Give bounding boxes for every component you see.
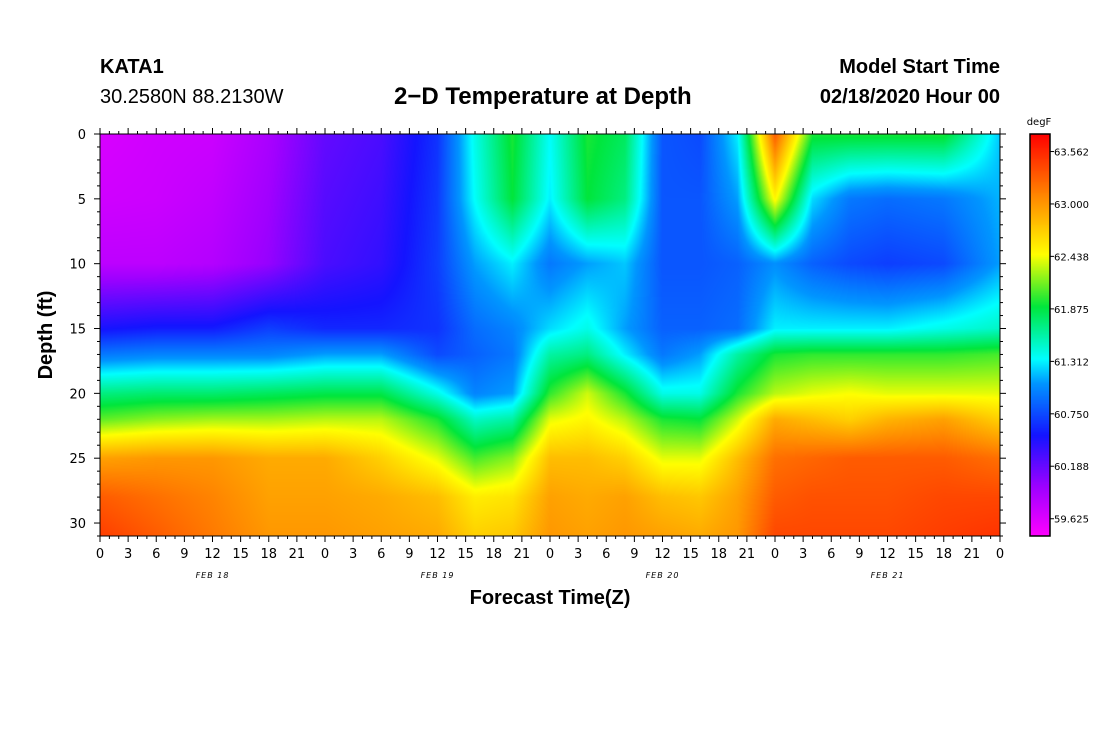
y-tick-label: 15 — [69, 323, 86, 338]
x-tick-label: 21 — [964, 547, 981, 562]
y-tick-label: 10 — [69, 258, 86, 273]
x-tick-label: 18 — [935, 547, 952, 562]
colorbar-label: 60.188 — [1054, 462, 1089, 473]
station-id: KATA1 — [100, 56, 164, 78]
x-tick-label: 12 — [654, 547, 671, 562]
x-axis-ticks: 0 3 6 9 12 15 18 21 0 3 6 9 12 15 18 21 0 3 6 9 12 15 18 21 0 3 6 9… — [96, 128, 1004, 562]
day-labels: FEB 18 FEB 19 FEB 20 FEB 21 — [196, 571, 905, 580]
x-tick-label: 3 — [574, 547, 582, 562]
x-tick-label: 12 — [204, 547, 221, 562]
y-tick-label: 0 — [78, 128, 86, 143]
x-tick-label: 0 — [546, 547, 554, 562]
x-tick-label: 6 — [827, 547, 835, 562]
x-tick-label: 15 — [907, 547, 924, 562]
x-tick-label: 3 — [349, 547, 357, 562]
x-tick-label: 18 — [710, 547, 727, 562]
y-tick-label: 5 — [78, 193, 86, 208]
heatmap-canvas — [100, 134, 1000, 536]
x-tick-label: 15 — [232, 547, 249, 562]
day-label: FEB 20 — [646, 571, 680, 580]
y-axis-title: Depth (ft) — [35, 291, 57, 380]
model-start-value: 02/18/2020 Hour 00 — [819, 86, 1000, 108]
colorbar-label: 61.875 — [1054, 305, 1089, 316]
colorbar-label: 61.312 — [1054, 357, 1089, 368]
colorbar-label: 60.750 — [1054, 410, 1089, 421]
colorbar-label: 62.438 — [1054, 252, 1089, 263]
colorbar-labels: 63.562 63.000 62.438 61.875 61.312 60.750 60.1… — [1050, 148, 1089, 526]
x-tick-label: 21 — [514, 547, 531, 562]
heatmap-plot-area — [100, 134, 1000, 536]
y-tick-label: 30 — [69, 517, 86, 532]
x-tick-label: 6 — [602, 547, 610, 562]
day-label: FEB 18 — [196, 571, 230, 580]
x-tick-label: 6 — [152, 547, 160, 562]
x-axis-title: Forecast Time(Z) — [470, 587, 631, 609]
x-tick-label: 15 — [682, 547, 699, 562]
x-tick-label: 9 — [180, 547, 188, 562]
y-axis-ticks: 0 5 10 15 20 25 30 — [69, 128, 1006, 537]
x-tick-label: 9 — [405, 547, 413, 562]
day-label: FEB 19 — [421, 571, 455, 580]
x-tick-label: 0 — [96, 547, 104, 562]
x-tick-label: 6 — [377, 547, 385, 562]
colorbar-unit: degF — [1027, 117, 1052, 128]
x-tick-label: 3 — [799, 547, 807, 562]
x-tick-label: 9 — [630, 547, 638, 562]
colorbar — [1030, 134, 1050, 536]
chart-title: 2−D Temperature at Depth — [394, 83, 692, 110]
colorbar-frame — [1029, 133, 1051, 537]
x-tick-label: 9 — [855, 547, 863, 562]
y-tick-label: 25 — [69, 452, 86, 467]
colorbar-label: 63.000 — [1054, 200, 1089, 211]
colorbar-label: 63.562 — [1054, 148, 1089, 159]
x-tick-label: 12 — [879, 547, 896, 562]
x-tick-label: 0 — [321, 547, 329, 562]
x-tick-label: 15 — [457, 547, 474, 562]
colorbar-canvas — [1030, 134, 1050, 536]
x-tick-label: 21 — [289, 547, 306, 562]
station-coordinates: 30.2580N 88.2130W — [100, 86, 284, 108]
x-tick-label: 18 — [260, 547, 277, 562]
colorbar-label: 59.625 — [1054, 515, 1089, 526]
x-tick-label: 21 — [739, 547, 756, 562]
model-start-label: Model Start Time — [839, 56, 1000, 78]
day-label: FEB 21 — [871, 571, 905, 580]
x-tick-label: 12 — [429, 547, 446, 562]
y-tick-label: 20 — [69, 387, 86, 402]
x-tick-label: 0 — [771, 547, 779, 562]
x-tick-label: 0 — [996, 547, 1004, 562]
x-tick-label: 3 — [124, 547, 132, 562]
x-tick-label: 18 — [485, 547, 502, 562]
